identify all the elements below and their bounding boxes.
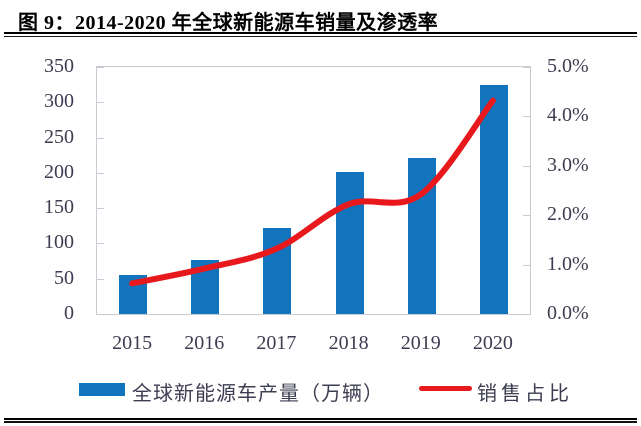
title-rule-thin [4,36,637,38]
bar-2016 [191,259,220,314]
x-axis-label-2020: 2020 [472,332,513,354]
plot-area [96,66,531,315]
left-axis-tick [97,314,104,315]
bar-2019 [407,158,436,314]
left-axis-tick-label: 100 [44,231,74,254]
left-axis-tick [97,137,104,139]
left-axis-tick-label: 50 [54,266,74,289]
left-axis-tick [97,67,104,68]
left-axis-tick-label: 300 [44,90,74,113]
bar-2017 [263,227,292,314]
left-axis-tick [97,278,104,280]
left-axis-tick-label: 0 [64,302,74,324]
x-axis-label-2016: 2016 [184,332,225,354]
right-axis-tick [523,215,530,217]
right-axis-tick-label: 0.0% [547,302,589,324]
right-axis-tick [523,165,530,167]
left-axis-tick-label: 250 [44,125,74,148]
right-axis-tick [523,264,530,266]
legend-line-label: 销售占比 [477,383,573,405]
left-axis-tick-label: 200 [44,160,74,183]
left-axis-tick [97,243,104,245]
right-axis-tick [523,314,530,315]
bottom-rule-thick [4,418,637,421]
x-axis-label-2015: 2015 [112,332,153,354]
right-axis-tick [523,116,530,118]
right-axis-tick [523,67,530,68]
x-axis-label-2017: 2017 [256,332,297,354]
legend-bar-label: 全球新能源车产量（万辆） [132,383,384,405]
right-axis-tick-label: 5.0% [547,55,589,77]
bar-2015 [119,275,148,314]
right-axis-tick-label: 4.0% [547,104,589,127]
left-axis-tick [97,172,104,174]
title-rule-thick [4,31,637,34]
legend-line-swatch [419,386,472,391]
legend-bar-swatch [79,383,125,396]
x-axis-label-2018: 2018 [328,332,369,354]
left-axis-tick [97,208,104,210]
figure-title: 图 9：2014-2020 年全球新能源车销量及渗透率 [18,12,439,34]
left-axis-tick [97,102,104,104]
x-axis-label-2019: 2019 [400,332,441,354]
right-axis-tick-label: 3.0% [547,153,589,176]
bar-2018 [335,172,364,314]
left-axis-tick-label: 350 [44,55,74,77]
bar-2020 [479,84,508,314]
right-axis-tick-label: 2.0% [547,203,589,226]
left-axis-tick-label: 150 [44,196,74,219]
right-axis-tick-label: 1.0% [547,252,589,275]
bottom-rule-thin [4,421,637,424]
